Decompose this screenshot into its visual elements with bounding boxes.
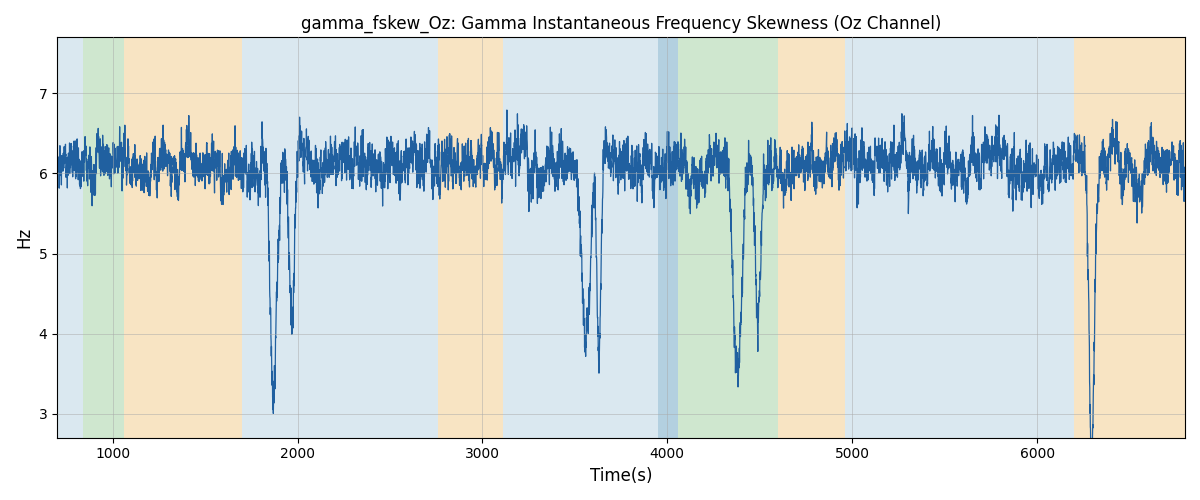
Bar xyxy=(83,38,124,438)
Bar xyxy=(845,38,1074,438)
Bar xyxy=(438,38,503,438)
Bar xyxy=(678,38,779,438)
Bar xyxy=(58,38,83,438)
Bar xyxy=(1074,38,1186,438)
Bar xyxy=(658,38,678,438)
Bar xyxy=(779,38,845,438)
Bar xyxy=(242,38,438,438)
X-axis label: Time(s): Time(s) xyxy=(590,467,653,485)
Bar xyxy=(124,38,242,438)
Y-axis label: Hz: Hz xyxy=(16,227,34,248)
Bar xyxy=(503,38,658,438)
Title: gamma_fskew_Oz: Gamma Instantaneous Frequency Skewness (Oz Channel): gamma_fskew_Oz: Gamma Instantaneous Freq… xyxy=(301,15,941,34)
